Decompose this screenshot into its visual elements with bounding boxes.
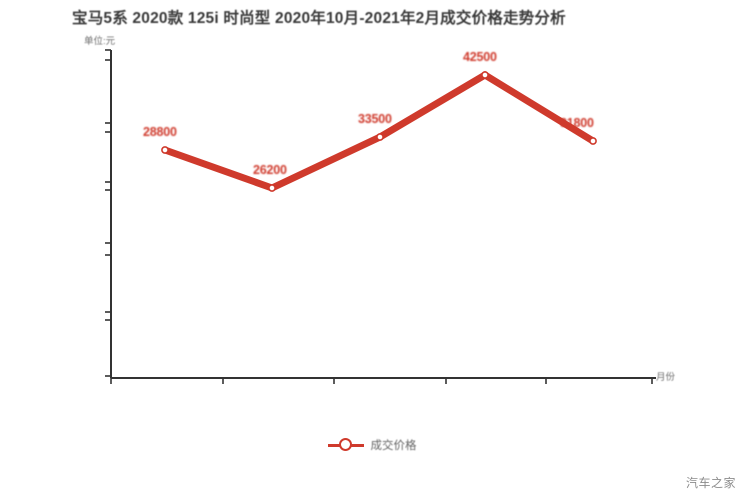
data-point-marker[interactable] — [589, 137, 597, 145]
series-line-chengjiao-jiage — [163, 70, 595, 192]
chart-canvas — [105, 49, 656, 384]
series-markers — [161, 71, 597, 192]
y-axis-ticks — [105, 49, 111, 377]
data-point-marker[interactable] — [481, 71, 489, 79]
data-point-marker[interactable] — [268, 184, 276, 192]
x-axis-ticks — [110, 378, 653, 384]
data-point-marker[interactable] — [376, 133, 384, 141]
data-point-label: 31800 — [560, 116, 594, 130]
data-point-label: 42500 — [463, 50, 497, 64]
data-point-label: 33500 — [358, 112, 392, 126]
chart-legend: 成交价格 — [0, 437, 744, 453]
page-title: 宝马5系 2020款 125i 时尚型 2020年10月-2021年2月成交价格… — [72, 10, 566, 27]
data-point-label: 26200 — [253, 163, 287, 177]
data-point-marker[interactable] — [161, 146, 169, 154]
line-dot-marker-icon — [327, 438, 364, 452]
y-axis-unit-label: 单位:元 — [84, 36, 116, 47]
data-point-label: 28800 — [143, 125, 177, 139]
legend-item-label[interactable]: 成交价格 — [370, 440, 417, 452]
plot-area: 28800 26200 33500 42500 31800 — [105, 49, 656, 384]
watermark: 汽车之家 — [685, 476, 736, 490]
x-axis-unit-label: 月份 — [656, 372, 676, 383]
